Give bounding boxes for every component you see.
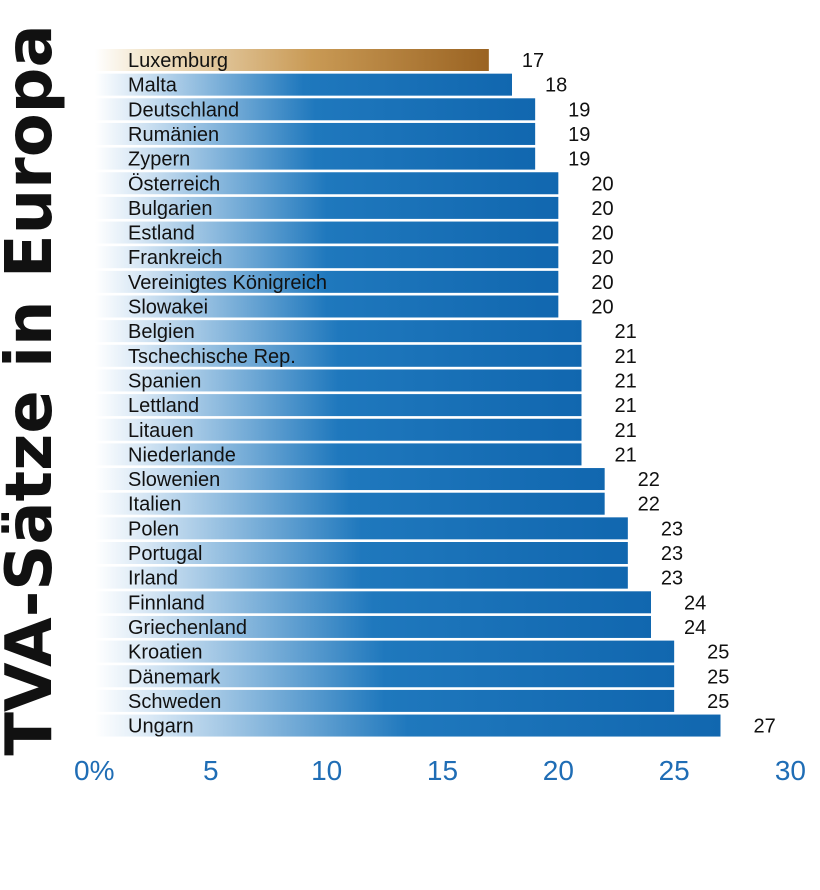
bar-polen bbox=[95, 517, 628, 540]
value-label-malta: 18 bbox=[545, 75, 567, 97]
value-label-portugal: 23 bbox=[661, 543, 683, 565]
category-label-finnland: Finnland bbox=[128, 592, 205, 614]
bar-malta bbox=[95, 73, 512, 96]
value-label-polen: 23 bbox=[661, 518, 683, 540]
x-tick-label-0: 0% bbox=[74, 755, 114, 786]
category-label-vereinigtes-konigreich: Vereinigtes Königreich bbox=[128, 272, 327, 294]
value-label-zypern: 19 bbox=[568, 149, 590, 171]
x-tick-label-20: 20 bbox=[543, 755, 574, 786]
category-label-luxemburg: Luxemburg bbox=[128, 50, 228, 72]
category-label-irland: Irland bbox=[128, 568, 178, 590]
value-label-rumanien: 19 bbox=[568, 124, 590, 146]
category-label-slowakei: Slowakei bbox=[128, 297, 208, 319]
category-label-osterreich: Österreich bbox=[128, 173, 220, 195]
bar-finnland bbox=[95, 591, 651, 614]
category-label-griechenland: Griechenland bbox=[128, 617, 247, 639]
value-label-slowakei: 20 bbox=[591, 297, 613, 319]
category-label-polen: Polen bbox=[128, 518, 179, 540]
bar-frankreich bbox=[95, 246, 559, 269]
value-label-luxemburg: 17 bbox=[522, 50, 544, 72]
value-label-danemark: 25 bbox=[707, 666, 729, 688]
value-label-vereinigtes-konigreich: 20 bbox=[591, 272, 613, 294]
category-label-frankreich: Frankreich bbox=[128, 247, 222, 269]
category-label-bulgarien: Bulgarien bbox=[128, 198, 213, 220]
value-label-estland: 20 bbox=[591, 223, 613, 245]
category-label-slowenien: Slowenien bbox=[128, 469, 220, 491]
bar-zypern bbox=[95, 147, 536, 170]
value-label-griechenland: 24 bbox=[684, 617, 706, 639]
category-label-belgien: Belgien bbox=[128, 321, 195, 343]
value-label-deutschland: 19 bbox=[568, 99, 590, 121]
bar-belgien bbox=[95, 320, 582, 343]
category-label-danemark: Dänemark bbox=[128, 666, 221, 688]
category-label-italien: Italien bbox=[128, 494, 181, 516]
bar-bulgarien bbox=[95, 196, 559, 219]
bar-danemark bbox=[95, 665, 675, 688]
x-tick-label-30: 30 bbox=[775, 755, 806, 786]
bar-griechenland bbox=[95, 615, 651, 638]
value-label-kroatien: 25 bbox=[707, 642, 729, 664]
category-label-deutschland: Deutschland bbox=[128, 99, 239, 121]
bar-estland bbox=[95, 221, 559, 244]
bar-niederlande bbox=[95, 443, 582, 466]
x-tick-label-25: 25 bbox=[659, 755, 690, 786]
value-label-lettland: 21 bbox=[615, 395, 637, 417]
x-tick-label-10: 10 bbox=[311, 755, 342, 786]
x-tick-label-15: 15 bbox=[427, 755, 458, 786]
value-label-belgien: 21 bbox=[615, 321, 637, 343]
bar-kroatien bbox=[95, 640, 675, 663]
bar-italien bbox=[95, 492, 605, 515]
value-label-schweden: 25 bbox=[707, 691, 729, 713]
chart-title: TVA-Sätze in Europa bbox=[0, 24, 67, 756]
value-label-spanien: 21 bbox=[615, 370, 637, 392]
bar-osterreich bbox=[95, 172, 559, 195]
category-label-rumanien: Rumänien bbox=[128, 124, 219, 146]
x-tick-label-5: 5 bbox=[203, 755, 219, 786]
bar-irland bbox=[95, 566, 628, 589]
bar-spanien bbox=[95, 369, 582, 392]
category-label-schweden: Schweden bbox=[128, 691, 221, 713]
category-label-kroatien: Kroatien bbox=[128, 642, 203, 664]
category-label-spanien: Spanien bbox=[128, 370, 201, 392]
bar-ungarn bbox=[95, 714, 721, 737]
bar-lettland bbox=[95, 394, 582, 417]
category-label-litauen: Litauen bbox=[128, 420, 194, 442]
category-label-lettland: Lettland bbox=[128, 395, 199, 417]
value-label-niederlande: 21 bbox=[615, 444, 637, 466]
bar-deutschland bbox=[95, 98, 536, 121]
value-label-slowenien: 22 bbox=[638, 469, 660, 491]
value-label-finnland: 24 bbox=[684, 592, 706, 614]
bar-vereinigtes-konigreich bbox=[95, 270, 559, 293]
value-label-frankreich: 20 bbox=[591, 247, 613, 269]
value-label-italien: 22 bbox=[638, 494, 660, 516]
bar-slowenien bbox=[95, 468, 605, 491]
value-label-ungarn: 27 bbox=[754, 716, 776, 738]
bar-rumanien bbox=[95, 122, 536, 145]
category-label-portugal: Portugal bbox=[128, 543, 203, 565]
value-label-bulgarien: 20 bbox=[591, 198, 613, 220]
category-label-niederlande: Niederlande bbox=[128, 444, 236, 466]
value-label-irland: 23 bbox=[661, 568, 683, 590]
value-label-tschechische-rep: 21 bbox=[615, 346, 637, 368]
category-label-ungarn: Ungarn bbox=[128, 716, 194, 738]
bar-portugal bbox=[95, 542, 628, 564]
bar-litauen bbox=[95, 418, 582, 441]
category-label-tschechische-rep: Tschechische Rep. bbox=[128, 346, 296, 368]
value-label-osterreich: 20 bbox=[591, 173, 613, 195]
category-label-malta: Malta bbox=[128, 75, 178, 97]
value-label-litauen: 21 bbox=[615, 420, 637, 442]
category-label-zypern: Zypern bbox=[128, 149, 190, 171]
bar-schweden bbox=[95, 689, 675, 712]
bar-luxemburg bbox=[95, 49, 489, 71]
category-label-estland: Estland bbox=[128, 223, 195, 245]
bar-slowakei bbox=[95, 295, 559, 318]
bar-tschechische-rep bbox=[95, 344, 582, 367]
